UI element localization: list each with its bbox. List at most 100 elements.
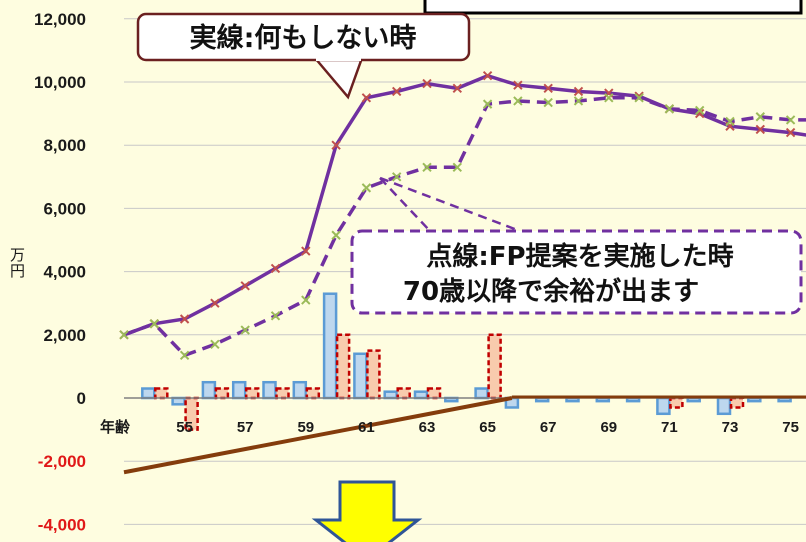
solid-callout-box <box>136 12 471 62</box>
y-axis-ticks: 12,000 10,000 8,000 6,000 4,000 2,000 0 -2,000 -… <box>34 10 86 535</box>
marker-dashed <box>391 172 402 182</box>
marker-dashed <box>513 96 523 106</box>
bar-solid <box>413 390 429 400</box>
marker-solid <box>422 78 432 89</box>
down-arrow <box>311 480 423 542</box>
x-tick-label: 57 <box>237 419 254 436</box>
bar-solid <box>716 396 732 416</box>
bar-solid <box>292 380 308 400</box>
marker-dashed <box>573 96 584 106</box>
x-tick-label: 59 <box>297 419 314 436</box>
marker-dashed <box>270 311 281 321</box>
y-tick-label: -2,000 <box>38 452 86 471</box>
bar-solid <box>353 352 368 400</box>
bar-solid <box>322 292 338 400</box>
bar-dashed <box>366 349 381 400</box>
marker-dashed <box>452 162 463 173</box>
bar-dashed <box>275 387 290 400</box>
marker-dashed <box>634 93 644 103</box>
marker-dashed <box>301 295 311 305</box>
dashed-callout-line2: 70歳以降で余裕が出ます <box>403 276 699 307</box>
series-lines <box>119 70 806 361</box>
y-tick-label: 6,000 <box>43 199 86 218</box>
y-tick-label: 2,000 <box>43 326 86 345</box>
marker-solid <box>513 80 523 90</box>
y-tick-label: 0 <box>77 389 86 408</box>
marker-dashed <box>543 97 553 108</box>
marker-solid <box>270 263 281 274</box>
marker-dashed <box>149 319 160 329</box>
y-unit-label: 万円 <box>10 246 25 280</box>
x-axis-ticks: 年齢55575961636567697173757 <box>100 418 799 436</box>
y-tick-label: 4,000 <box>43 263 86 282</box>
bar-solid <box>141 387 156 400</box>
bar-dashed <box>669 396 684 409</box>
bar-dashed <box>487 333 502 400</box>
series-solid-line <box>123 73 806 337</box>
bar-dashed <box>729 396 745 409</box>
x-prefix-label: 年齢 <box>100 418 131 436</box>
marker-solid <box>210 298 220 308</box>
x-tick-label: 55 <box>176 419 193 436</box>
marker-solid <box>543 83 553 94</box>
x-tick-label: 67 <box>540 419 557 436</box>
marker-solid <box>755 124 766 135</box>
dashed-callout-box <box>350 229 803 315</box>
x-tick-label: 75 <box>782 419 799 436</box>
marker-dashed <box>725 116 735 127</box>
trend-line <box>123 395 806 475</box>
x-tick-label: 71 <box>661 419 678 436</box>
bar-dashed <box>244 387 260 400</box>
solid-line-callout: 実線:何もしない時 <box>136 12 471 100</box>
bar-solid <box>474 387 489 400</box>
bar-dashed <box>305 387 321 400</box>
marker-dashed <box>664 104 675 114</box>
y-tick-label: 8,000 <box>43 136 86 155</box>
x-tick-label: 73 <box>722 419 739 436</box>
marker-dashed <box>179 350 190 361</box>
marker-solid <box>452 83 463 94</box>
solid-callout-tail <box>314 57 364 100</box>
marker-solid <box>573 86 584 97</box>
series-dashed-line <box>123 96 806 358</box>
marker-solid <box>240 281 250 291</box>
solid-callout-tail-mask <box>316 57 361 61</box>
marker-solid <box>391 86 402 97</box>
bar-dashed <box>184 396 199 431</box>
marker-dashed <box>422 162 432 173</box>
y-tick-label: -4,000 <box>38 515 86 534</box>
x-tick-label: 65 <box>479 419 496 436</box>
y-tick-label: 12,000 <box>34 10 86 29</box>
bar-dashed <box>426 387 442 400</box>
marker-solid <box>179 314 190 324</box>
top-frame <box>423 0 803 15</box>
marker-solid <box>361 93 372 103</box>
marker-dashed <box>119 330 129 340</box>
bar-solid <box>201 380 217 400</box>
dashed-callout-pointer <box>379 176 521 233</box>
marker-solid <box>482 70 493 81</box>
marker-dashed <box>210 339 220 349</box>
solid-callout-text: 実線:何もしない時 <box>190 22 417 54</box>
dashed-line-callout: 点線:FP提案を実施した時 70歳以降で余裕が出ます <box>350 176 803 315</box>
bar-dashed <box>154 387 169 400</box>
marker-dashed <box>331 230 341 240</box>
marker-solid <box>331 140 341 150</box>
marker-dashed <box>361 183 372 193</box>
bar-solid <box>171 396 186 406</box>
y-tick-label: 10,000 <box>34 73 86 92</box>
marker-dashed <box>785 115 796 125</box>
marker-dashed <box>240 325 250 335</box>
bar-solid <box>656 396 671 416</box>
bar-solid <box>383 390 398 400</box>
marker-dashed <box>482 99 493 109</box>
marker-solid <box>785 127 796 138</box>
bar-solid <box>231 380 247 400</box>
bar-dashed <box>214 387 230 400</box>
x-tick-label: 69 <box>600 419 617 436</box>
dashed-callout-line1: 点線:FP提案を実施した時 <box>426 241 733 272</box>
marker-dashed <box>694 105 705 116</box>
x-tick-label: 63 <box>419 419 436 436</box>
